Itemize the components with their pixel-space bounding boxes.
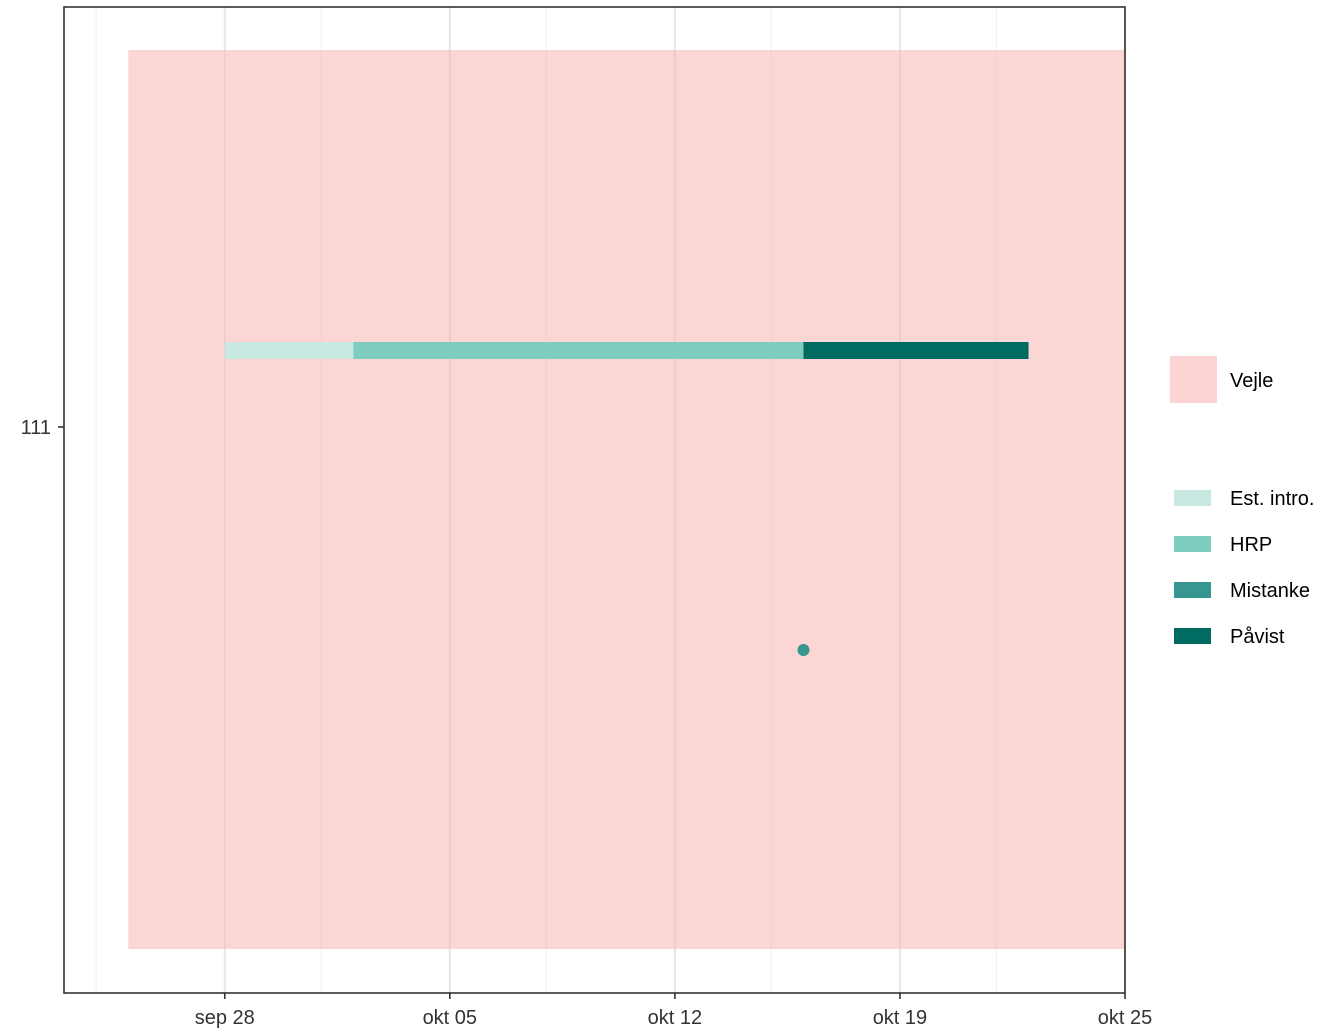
legend-label-mistanke: Mistanke [1230,580,1310,602]
segment-p-vist [803,342,1029,359]
legend-label-est-intro: Est. intro. [1230,488,1314,510]
legend-swatch-est-intro [1174,490,1211,506]
legend-label-hrp: HRP [1230,534,1272,556]
point-mistanke [797,644,810,656]
x-tick-label: okt 05 [423,1007,477,1029]
band-layer [128,50,1125,949]
panel-border [63,6,1126,994]
legend: Vejle Est. intro. HRP Mistanke Påvist [1170,356,1314,648]
x-axis: sep 28 okt 05 okt 12 okt 19 okt 25 [195,993,1152,1029]
legend-swatch-p-vist [1174,628,1211,644]
point-layer [797,644,810,656]
legend-swatch-region [1170,356,1217,403]
segment-layer [224,342,1029,359]
x-tick-label: okt 19 [873,1007,927,1029]
legend-swatch-mistanke [1174,582,1211,598]
x-tick-label: sep 28 [195,1007,255,1029]
segment-hrp [353,342,804,359]
segment-est-intro [224,342,354,359]
x-tick-label: okt 12 [648,1007,702,1029]
band-vejle [128,50,1125,949]
y-tick-label: 111 [21,417,51,439]
y-axis: 111 [21,417,64,439]
legend-label-region: Vejle [1230,370,1273,392]
legend-label-p-vist: Påvist [1230,626,1285,648]
legend-swatch-hrp [1174,536,1211,552]
x-tick-label: okt 25 [1098,1007,1152,1029]
